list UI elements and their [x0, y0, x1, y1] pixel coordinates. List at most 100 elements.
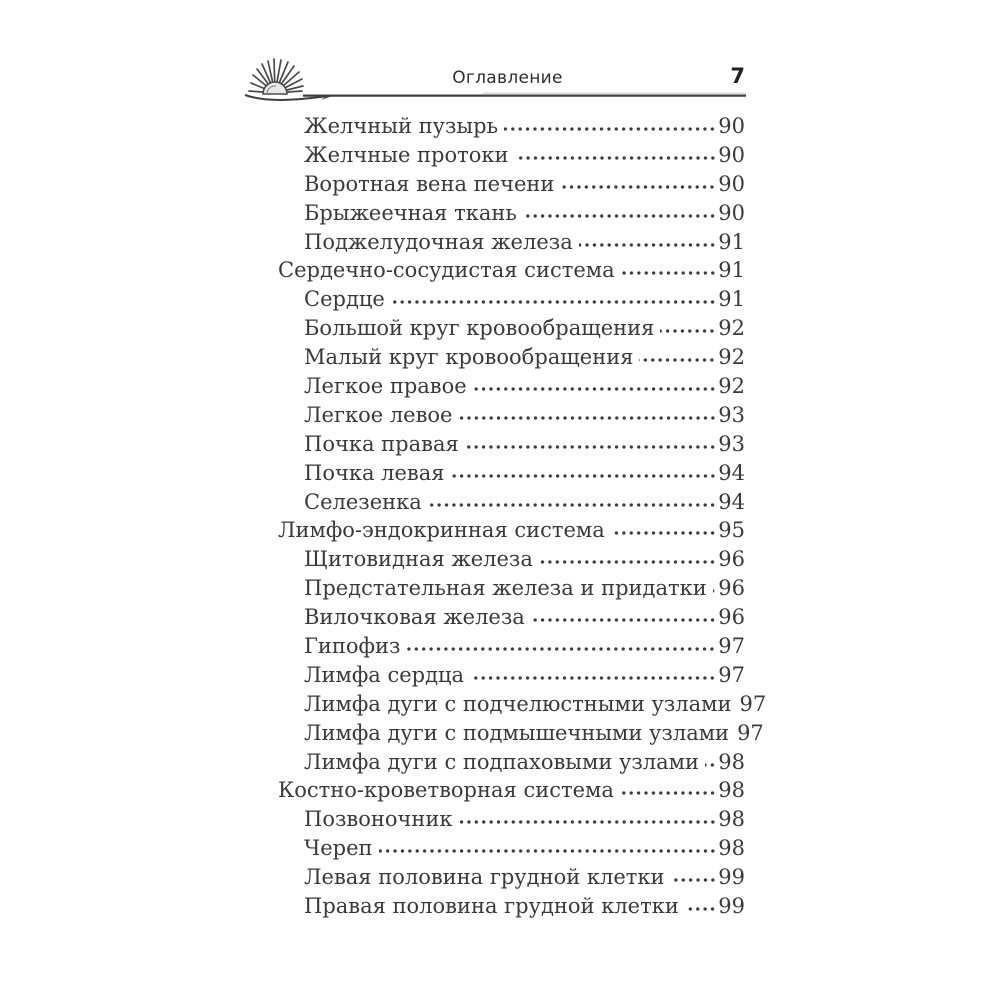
toc-entry-label: Легкое правое: [304, 374, 467, 399]
toc-entry-label: Вилочковая железа: [304, 605, 525, 630]
dotted-leader: [538, 558, 717, 567]
toc-entry-page: 98: [718, 778, 745, 803]
toc-entry-page: 97: [718, 634, 745, 659]
toc-entry-page: 92: [718, 345, 745, 370]
toc-entry-page: 90: [718, 200, 745, 225]
toc-entry-page: 90: [718, 114, 745, 138]
dotted-leader: [639, 356, 717, 365]
toc-entry: Желчные протоки 90: [278, 141, 745, 170]
toc-entry: Сердце 91: [278, 285, 745, 314]
table-of-contents: Желчный пузырь 90 Желчные протоки 90 Вор…: [278, 112, 766, 921]
dotted-leader: [450, 471, 717, 480]
toc-entry-label: Желчный пузырь: [304, 114, 499, 138]
toc-entry-page: 98: [718, 836, 745, 861]
toc-entry-label: Легкое левое: [304, 402, 453, 427]
toc-entry-label: Воротная вена печени: [304, 171, 555, 196]
dotted-leader: [514, 153, 717, 162]
toc-entry-label: Желчные протоки: [304, 142, 509, 167]
toc-entry-label: Большой круг кровообращения: [304, 316, 655, 341]
toc-entry: Гипофиз 97: [278, 632, 745, 661]
toc-entry-label: Селезенка: [304, 489, 422, 514]
toc-entry: Щитовидная железа 96: [278, 545, 745, 574]
toc-entry-label: Предстательная железа и придатки: [304, 576, 707, 601]
dotted-leader: [458, 818, 717, 827]
toc-entry: Почка левая 94: [278, 459, 745, 488]
dotted-leader: [458, 413, 717, 422]
toc-entry-label: Лимфа сердца: [304, 662, 465, 687]
toc-entry: Костно-кроветворная система 98: [278, 776, 745, 805]
toc-entry-label: Гипофиз: [304, 634, 401, 659]
toc-entry: Легкое правое 92: [278, 372, 745, 401]
toc-entry-label: Лимфа дуги с подчелюстными узлами: [304, 691, 732, 716]
toc-entry-label: Почка левая: [304, 460, 445, 485]
toc-entry-page: 96: [718, 547, 745, 572]
toc-entry-page: 98: [718, 807, 745, 832]
toc-entry: Брыжеечная ткань 90: [278, 199, 745, 228]
toc-entry-label: Малый круг кровообращения: [304, 345, 634, 370]
dotted-leader: [427, 500, 717, 509]
toc-entry-label: Поджелудочная железа: [304, 229, 573, 254]
toc-entry: Лимфо-эндокринная система 95: [278, 516, 745, 545]
toc-entry-label: Почка правая: [304, 431, 459, 456]
toc-entry: Позвоночник 98: [278, 805, 745, 834]
toc-entry: Селезенка 94: [278, 488, 745, 517]
toc-entry-page: 91: [718, 229, 745, 254]
toc-entry-label: Сердце: [304, 287, 385, 312]
dotted-leader: [610, 529, 717, 538]
toc-entry-page: 90: [718, 171, 745, 196]
dotted-leader: [620, 269, 717, 278]
toc-entry-label: Костно-кроветворная система: [278, 778, 614, 803]
toc-entry-page: 92: [718, 374, 745, 399]
page-header-title: Оглавление: [452, 68, 563, 88]
dotted-leader: [390, 298, 717, 307]
toc-entry: Вилочковая железа 96: [278, 603, 745, 632]
toc-entry-page: 96: [718, 605, 745, 630]
toc-entry-label: Лимфо-эндокринная система: [278, 518, 605, 543]
dotted-leader: [560, 182, 717, 191]
toc-entry-label: Лимфа дуги с подпаховыми узлами: [304, 749, 700, 774]
toc-entry: Большой круг кровообращения 92: [278, 314, 745, 343]
dotted-leader: [504, 125, 717, 133]
dotted-leader: [522, 211, 717, 220]
toc-entry: Поджелудочная железа 91: [278, 228, 745, 257]
toc-entry: Лимфа дуги с подмышечными узлами 97: [278, 719, 764, 748]
dotted-leader: [705, 760, 717, 769]
dotted-leader: [660, 327, 717, 336]
toc-entry: Почка правая 93: [278, 430, 745, 459]
toc-entry: Правая половина грудной клетки 99: [278, 892, 745, 921]
toc-entry-page: 95: [718, 518, 745, 543]
dotted-leader: [406, 645, 717, 654]
dotted-leader: [684, 905, 717, 914]
toc-entry-page: 97: [737, 720, 764, 745]
toc-entry: Лимфа дуги с подчелюстными узлами 97: [278, 690, 766, 719]
toc-entry: Малый круг кровообращения 92: [278, 343, 745, 372]
flower-sun-ornament-icon: [244, 58, 746, 101]
toc-entry: Лимфа дуги с подпаховыми узлами 98: [278, 748, 745, 777]
toc-entry-page: 98: [718, 749, 745, 774]
dotted-leader: [470, 673, 717, 682]
toc-entry-label: Щитовидная железа: [304, 547, 533, 572]
dotted-leader: [378, 847, 717, 856]
dotted-leader: [670, 876, 717, 885]
toc-entry-page: 90: [718, 142, 745, 167]
toc-entry-page: 94: [718, 489, 745, 514]
toc-entry-page: 94: [718, 460, 745, 485]
toc-entry: Воротная вена печени 90: [278, 170, 745, 199]
toc-entry-page: 97: [739, 691, 767, 716]
toc-entry-page: 99: [718, 865, 745, 890]
page-number: 7: [730, 64, 745, 88]
toc-entry: Предстательная железа и придатки 96: [278, 574, 745, 603]
toc-entry-label: Левая половина грудной клетки: [304, 865, 665, 890]
toc-entry-label: Правая половина грудной клетки: [304, 894, 679, 919]
dotted-leader: [578, 240, 717, 249]
toc-entry: Лимфа сердца 97: [278, 661, 745, 690]
dotted-leader: [464, 442, 717, 451]
toc-entry-label: Череп: [304, 836, 373, 861]
toc-entry-label: Лимфа дуги с подмышечными узлами: [304, 720, 730, 745]
toc-entry-page: 99: [718, 894, 745, 919]
toc-entry: Желчный пузырь 90: [278, 112, 745, 141]
dotted-leader: [712, 587, 717, 596]
dotted-leader: [619, 789, 717, 798]
toc-entry-page: 91: [718, 287, 745, 312]
